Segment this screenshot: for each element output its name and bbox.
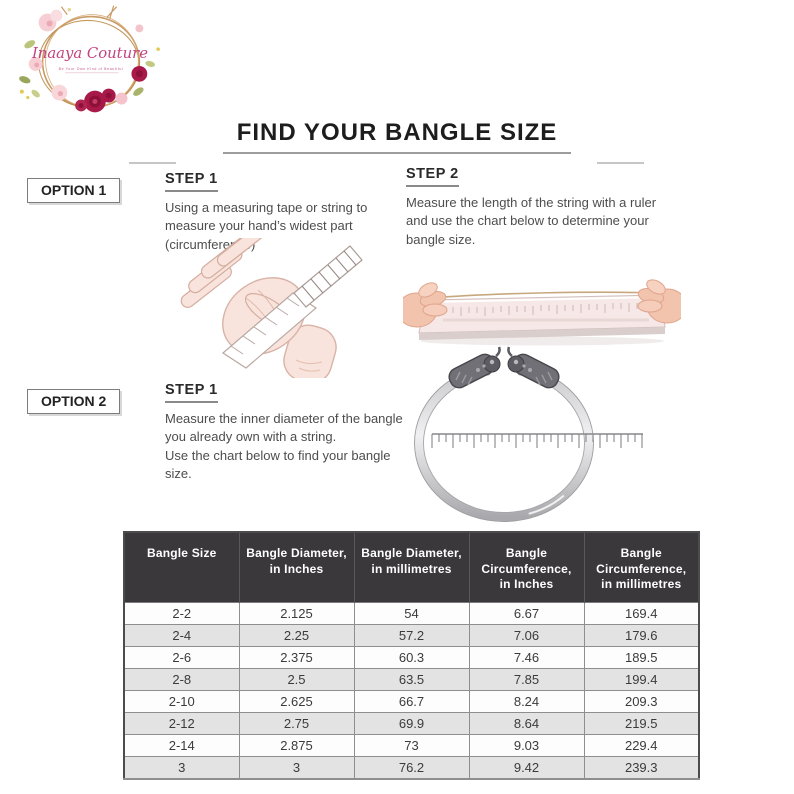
brand-tagline-text: Be Your Own Kind of Beautiful (59, 67, 124, 71)
page-title: FIND YOUR BANGLE SIZE (222, 119, 572, 154)
option2-step1-text: Measure the inner diameter of the bangle… (165, 410, 403, 484)
bangle-right-ornate-cap (507, 346, 560, 389)
table-row: 2-12 2.75 69.9 8.64 219.5 (123, 711, 700, 735)
option1-step1-text: Using a measuring tape or string to meas… (165, 200, 368, 252)
col-header-bangle-size: Bangle Size (124, 532, 239, 602)
col-header-diameter-inches: Bangle Diameter, in Inches (238, 532, 354, 602)
option-2-badge: OPTION 2 (27, 389, 121, 414)
table-row: 2-4 2.25 57.2 7.06 179.6 (123, 623, 700, 647)
brand-logo: Inaaya Couture Be Your Own Kind of Beaut… (10, 2, 168, 122)
col-header-circumference-inches: Bangle Circumference, in Inches (468, 532, 584, 602)
decorative-divider-left (129, 162, 176, 164)
col-header-diameter-mm: Bangle Diameter, in millimetres (353, 532, 469, 602)
table-row: 2-2 2.125 54 6.67 169.4 (123, 601, 700, 625)
option2-step1-line2: Use the chart below to find your bangle … (165, 447, 391, 482)
table-row: 2-8 2.5 63.5 7.85 199.4 (123, 667, 700, 691)
table-header-row: Bangle Size Bangle Diameter, in Inches B… (124, 532, 699, 602)
string-over-ruler-illustration (396, 248, 688, 348)
decorative-divider-right (597, 162, 644, 164)
table-row: 2-14 2.875 73 9.03 229.4 (123, 733, 700, 757)
bangle-ruler-illustration (400, 328, 680, 526)
hand-measuring-tape-illustration (168, 226, 392, 384)
option2-step1-line1: Measure the inner diameter of the bangle… (165, 411, 403, 445)
bangle-size-table: Bangle Size Bangle Diameter, in Inches B… (123, 531, 700, 780)
page-title-wrap: FIND YOUR BANGLE SIZE (0, 119, 794, 154)
table-row: 2-6 2.375 60.3 7.46 189.5 (123, 645, 700, 669)
option-1-badge: OPTION 1 (27, 178, 121, 203)
brand-name-text: Inaaya Couture (31, 45, 148, 62)
option2-step1-heading: STEP 1 (165, 382, 218, 403)
option1-step2-text: Measure the length of the string with a … (406, 195, 657, 247)
table-row: 3 3 76.2 9.42 239.3 (123, 755, 700, 779)
option1-step1-heading: STEP 1 (165, 171, 218, 192)
table-row: 2-10 2.625 66.7 8.24 209.3 (123, 689, 700, 713)
size-chart: Bangle Size Bangle Diameter, in Inches B… (123, 531, 700, 780)
floral-wreath-icon: Inaaya Couture Be Your Own Kind of Beaut… (19, 5, 160, 113)
option1-step2-heading: STEP 2 (406, 166, 459, 187)
col-header-circumference-mm: Bangle Circumference, in millimetres (583, 532, 699, 602)
bangle-left-ornate-cap (448, 346, 501, 389)
